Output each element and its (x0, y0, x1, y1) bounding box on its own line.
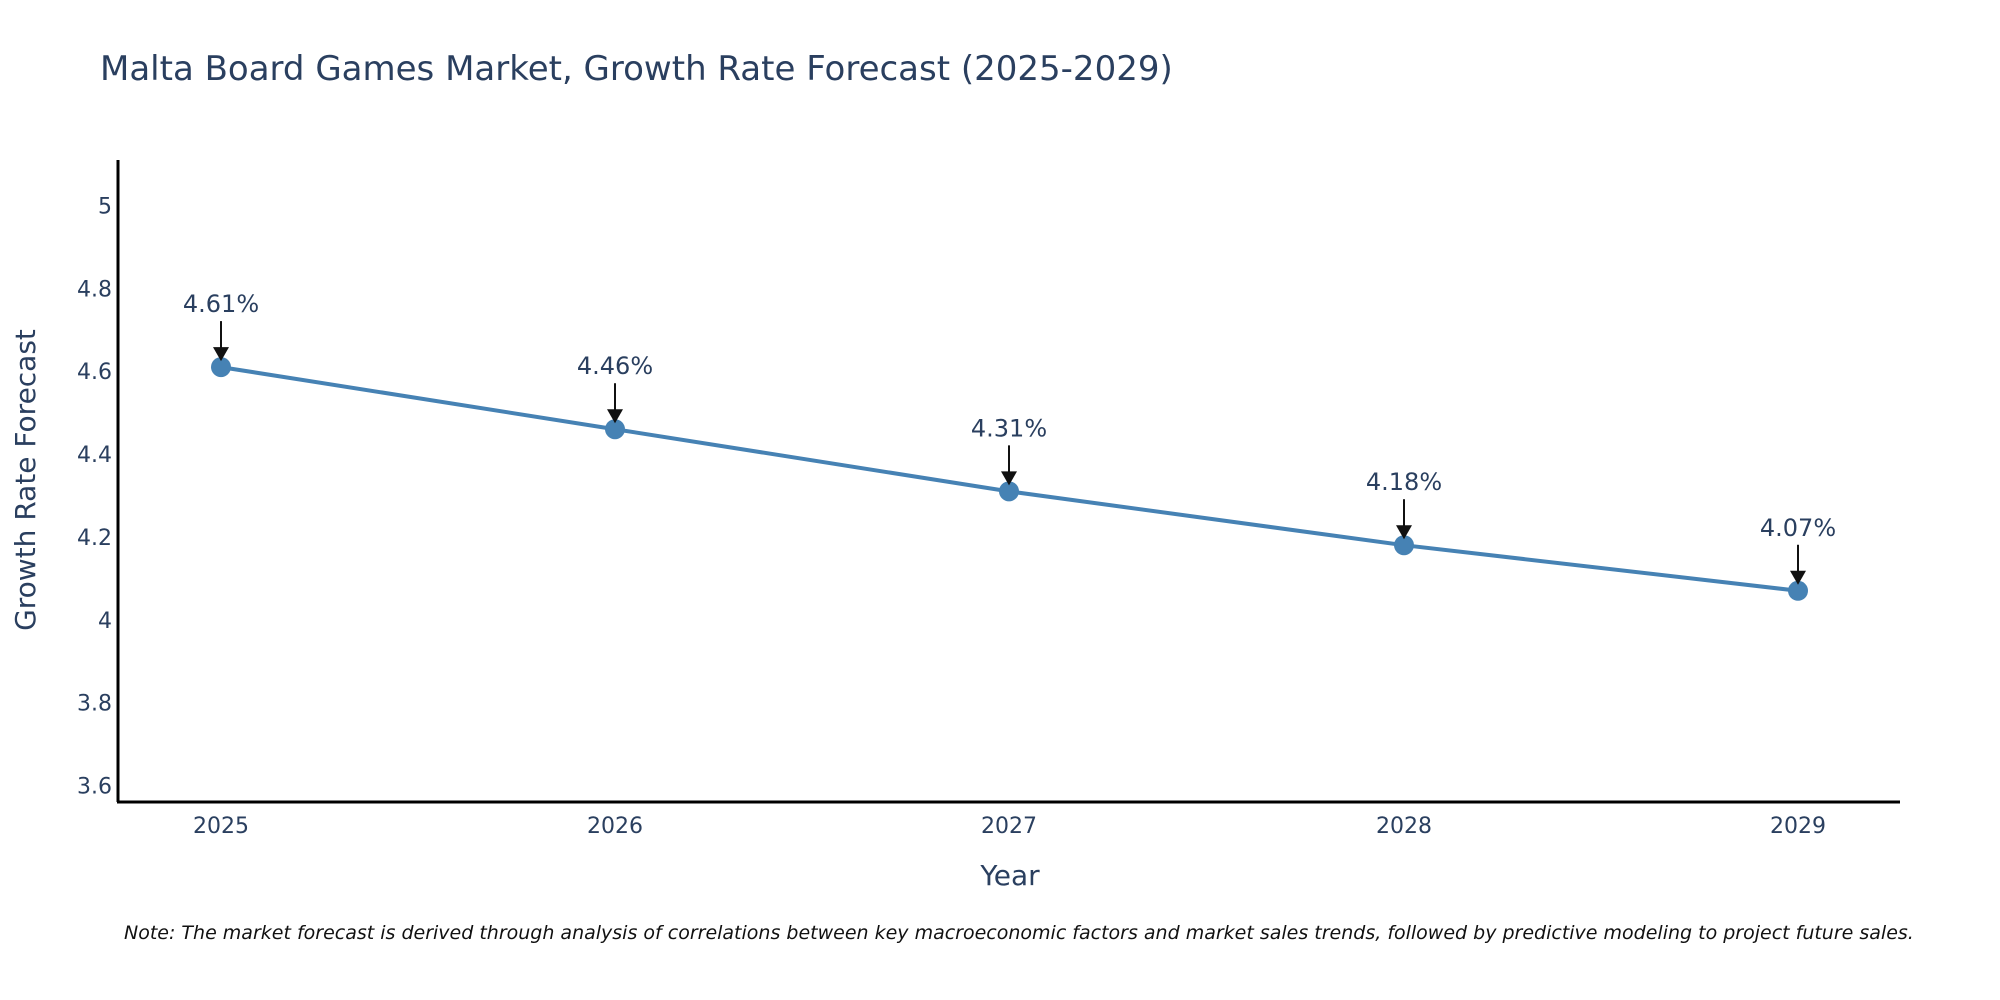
data-label: 4.61% (183, 290, 259, 318)
y-axis-ticks: 3.6 3.8 4 4.2 4.4 4.6 4.8 5 (77, 195, 112, 800)
y-tick-label: 5 (98, 195, 112, 220)
data-label: 4.46% (577, 352, 653, 380)
data-label: 4.18% (1366, 468, 1442, 496)
annotation-arrow-head (607, 409, 623, 424)
y-tick-label: 3.8 (77, 692, 112, 717)
x-axis-ticks: 2025 2026 2027 2028 2029 (193, 814, 1826, 839)
data-point (999, 481, 1019, 502)
x-tick-label: 2027 (981, 814, 1037, 839)
series-layer (211, 357, 1808, 601)
annotation-arrow-head (1790, 570, 1806, 585)
data-label: 4.07% (1760, 514, 1836, 542)
data-labels: 4.61% 4.46% 4.31% 4.18% 4.07% (183, 290, 1836, 585)
annotation-arrow-head (1001, 471, 1017, 486)
y-tick-label: 4.8 (77, 277, 112, 302)
x-axis-title: Year (979, 859, 1040, 892)
x-tick-label: 2025 (193, 814, 249, 839)
x-tick-label: 2029 (1770, 814, 1826, 839)
y-tick-label: 4.2 (77, 526, 112, 551)
data-point (605, 419, 625, 440)
annotation-arrow-head (213, 347, 229, 362)
data-point (1788, 580, 1808, 601)
y-axis-title: Growth Rate Forecast (9, 329, 42, 631)
data-label: 4.31% (971, 414, 1047, 442)
chart-title: Malta Board Games Market, Growth Rate Fo… (100, 49, 1173, 89)
y-tick-label: 4 (98, 609, 112, 634)
x-tick-label: 2028 (1376, 814, 1432, 839)
x-tick-label: 2026 (587, 814, 643, 839)
y-tick-label: 4.6 (77, 360, 112, 385)
annotation-arrow-head (1396, 525, 1412, 540)
data-point (211, 357, 231, 378)
y-tick-label: 3.6 (77, 774, 112, 799)
chart-note: Note: The market forecast is derived thr… (124, 922, 1914, 944)
y-tick-label: 4.4 (77, 443, 112, 468)
data-point (1394, 535, 1414, 556)
